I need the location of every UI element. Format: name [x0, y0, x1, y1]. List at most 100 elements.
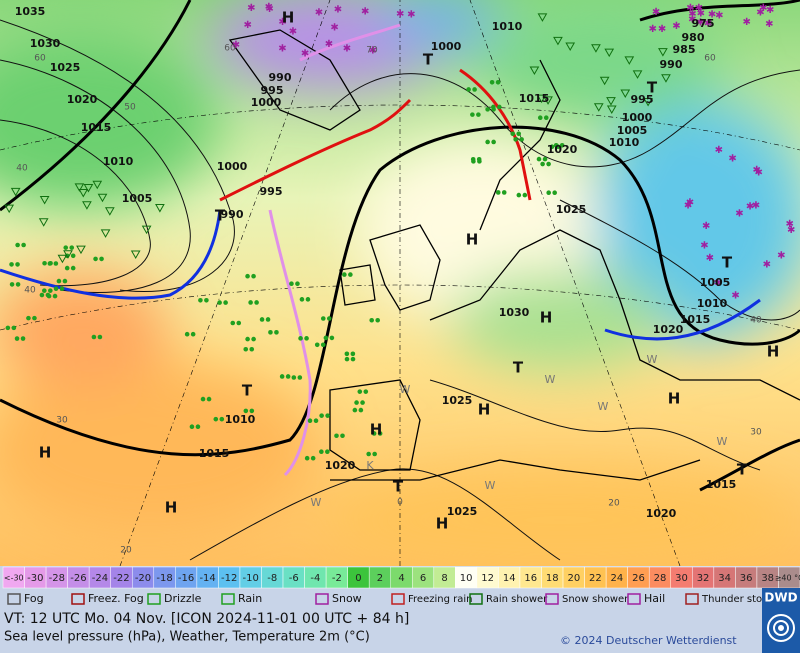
rain-symbol: [329, 335, 335, 341]
rain-symbol: [342, 272, 347, 277]
rain-symbol: [559, 142, 565, 148]
pressure-center: H: [767, 343, 780, 361]
weather-letter: W: [647, 353, 658, 366]
snow-symbol: ✱: [708, 10, 716, 21]
isobar-label: 1035: [15, 5, 46, 18]
rain-symbol: [497, 104, 502, 110]
legend-label: Thunder storm: [701, 594, 776, 605]
snow-symbol: ✱: [361, 6, 369, 17]
weather-letter: K: [366, 459, 374, 472]
scale-label: 28: [654, 573, 667, 584]
legend-icon: [221, 593, 235, 605]
temperature-label: 30: [750, 428, 762, 438]
rain-symbol: [245, 336, 250, 342]
pressure-center: H: [165, 499, 178, 517]
temperature-label: 40: [750, 316, 762, 326]
rain-symbol: [501, 190, 507, 195]
rain-symbol: [56, 278, 62, 284]
map-labels: 1035103010251020101510101005100099599010…: [15, 5, 780, 556]
rain-symbol: [42, 288, 47, 293]
snow-symbol: ✱: [648, 24, 656, 35]
rain-symbol: [243, 346, 249, 352]
rain-symbol: [91, 334, 97, 340]
isobar-label: 1020: [646, 507, 677, 520]
legend-icon: [7, 593, 21, 605]
snow-symbol: ✱: [695, 3, 703, 14]
snow-symbol: ✱: [786, 219, 794, 230]
temperature-label: 20: [608, 499, 620, 509]
rain-symbol: [540, 161, 545, 167]
isobar-label: 1025: [447, 505, 478, 518]
snow-symbol: ✱: [714, 278, 722, 289]
rain-symbol: [366, 451, 371, 457]
snow-symbol: ✱: [752, 201, 760, 212]
snow-symbol: ✱: [706, 253, 714, 264]
weather-letter: W: [400, 383, 411, 396]
temperature-label: 40: [16, 164, 28, 174]
legend-label: Drizzle: [164, 592, 202, 605]
rain-symbol: [344, 356, 350, 362]
rain-symbol: [313, 418, 319, 424]
snow-symbol: ✱: [700, 241, 708, 252]
rain-symbol: [64, 265, 70, 271]
cold-front: [604, 298, 761, 341]
rain-symbol: [248, 300, 253, 305]
shower-symbol: [643, 97, 653, 107]
rain-symbol: [70, 265, 76, 271]
rain-symbol: [200, 396, 206, 402]
rain-symbol: [470, 112, 475, 117]
rain-symbol: [310, 455, 316, 461]
weather-letter: W: [545, 373, 556, 386]
shower-symbol: [100, 229, 111, 238]
isobar-label: 1015: [706, 478, 737, 491]
rain-symbol: [371, 431, 377, 436]
legend-label: Rain: [238, 592, 262, 605]
rain-symbol: [546, 161, 551, 167]
snow-symbol: ✱: [369, 45, 377, 56]
rain-symbol: [219, 416, 225, 422]
shower-symbol: [529, 66, 540, 76]
snow-symbol: ✱: [278, 44, 286, 55]
rain-symbol: [251, 273, 256, 279]
shower-symbol: [553, 36, 563, 46]
snow-symbol: ✱: [243, 20, 251, 31]
isobar-label: 1000: [251, 96, 282, 109]
isobar-label: 1010: [697, 297, 728, 310]
shower-symbol: [38, 218, 49, 227]
snow-symbol: ✱: [763, 259, 771, 270]
valid-time: VT: 12 UTC Mo. 04 Nov. [ICON 2024-11-01 …: [4, 611, 409, 627]
rain-symbol: [63, 245, 69, 250]
rain-symbol: [254, 300, 259, 305]
shower-symbol: [57, 254, 68, 264]
snow-symbol: ✱: [702, 221, 710, 232]
scale-label: -8: [267, 573, 277, 584]
pressure-center: H: [282, 9, 295, 27]
rain-symbol: [305, 297, 311, 302]
scale-label: 12: [481, 573, 494, 584]
rain-symbol: [510, 131, 516, 137]
rain-symbol: [70, 253, 76, 259]
isobar-label: 1020: [325, 459, 356, 472]
rain-symbol: [485, 107, 490, 112]
rain-symbol: [213, 416, 219, 422]
snow-symbol: ✱: [652, 7, 660, 18]
temperature-label: 20: [120, 546, 132, 556]
rain-symbol: [236, 320, 242, 326]
shower-symbol: [543, 96, 553, 105]
scale-label: -30: [27, 573, 43, 584]
cold-front: [0, 209, 222, 300]
rain-symbol: [325, 413, 330, 418]
pressure-center: T: [513, 359, 524, 377]
isobar-label: 1000: [217, 160, 248, 173]
scale-label: 2: [377, 573, 383, 584]
snow-symbol: ✱: [777, 250, 785, 261]
shower-symbol: [658, 48, 668, 57]
rain-symbol: [354, 400, 359, 405]
snow-symbol: ✱: [265, 4, 273, 15]
shower-symbol: [130, 250, 141, 259]
pressure-center: T: [242, 382, 253, 400]
isobar-label: 1010: [225, 413, 256, 426]
isobar-label: 1020: [547, 143, 578, 156]
rain-symbol: [542, 156, 548, 162]
legend-icon: [391, 593, 405, 605]
